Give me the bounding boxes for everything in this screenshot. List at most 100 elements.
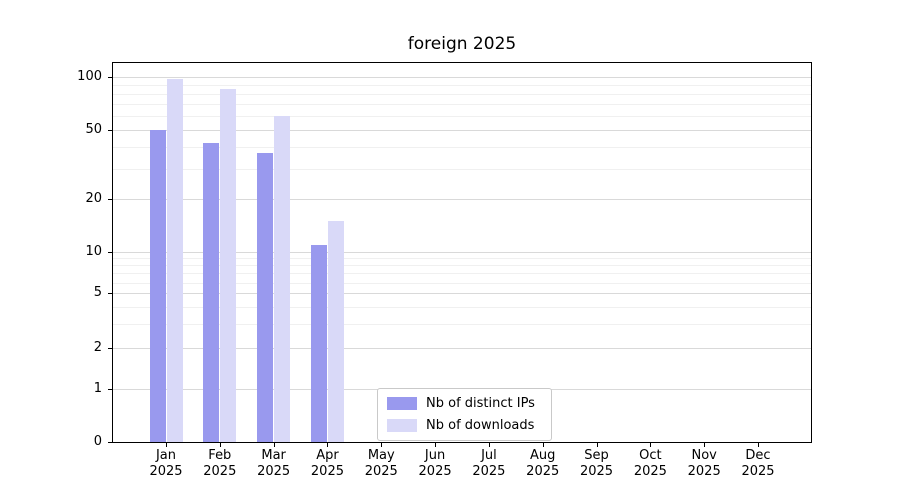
x-tick-mark	[327, 443, 329, 447]
x-tick-month: Apr	[316, 448, 339, 463]
minor-gridline	[113, 85, 811, 87]
x-tick-year: 2025	[687, 464, 721, 479]
x-tick-mark	[542, 443, 544, 447]
y-tick-mark	[108, 252, 112, 254]
major-gridline	[113, 129, 811, 131]
bar-downloads	[274, 115, 291, 442]
x-tick-mark	[488, 443, 490, 447]
x-tick-year: 2025	[203, 464, 237, 479]
major-gridline	[113, 348, 811, 350]
minor-gridline	[113, 93, 811, 95]
legend-swatch	[387, 419, 417, 432]
y-tick-label: 20	[85, 191, 102, 207]
x-tick-label: Sep 2025	[567, 448, 627, 480]
x-tick-month: Feb	[208, 448, 232, 463]
major-gridline	[113, 199, 811, 201]
minor-gridline	[113, 258, 811, 260]
bar-distinct-ips	[310, 244, 327, 442]
legend-item: Nb of downloads	[387, 418, 535, 433]
x-tick-mark	[650, 443, 652, 447]
x-tick-label: Jul 2025	[459, 448, 519, 480]
legend-item: Nb of distinct IPs	[387, 396, 535, 411]
legend: Nb of distinct IPs Nb of downloads	[377, 388, 552, 441]
x-tick-label: Aug 2025	[513, 448, 573, 480]
y-tick-label: 10	[85, 244, 102, 260]
y-tick-mark	[108, 389, 112, 391]
x-tick-mark	[219, 443, 221, 447]
bar-distinct-ips	[149, 129, 166, 442]
x-tick-mark	[273, 443, 275, 447]
x-tick-year: 2025	[257, 464, 291, 479]
x-tick-year: 2025	[310, 464, 344, 479]
minor-gridline	[113, 306, 811, 308]
x-tick-month: May	[367, 448, 395, 463]
x-tick-mark	[758, 443, 759, 447]
minor-gridline	[113, 104, 811, 106]
minor-gridline	[113, 273, 811, 275]
y-tick-label: 1	[93, 381, 102, 397]
x-tick-mark	[166, 443, 167, 447]
x-tick-month: Dec	[745, 448, 771, 463]
y-tick-mark	[108, 293, 112, 295]
x-tick-label: Feb 2025	[190, 448, 250, 480]
x-tick-label: Oct 2025	[620, 448, 680, 480]
x-tick-month: Mar	[261, 448, 286, 463]
minor-gridline	[113, 282, 811, 284]
chart-title: foreign 2025	[407, 34, 517, 54]
x-tick-month: Jan	[155, 448, 177, 463]
minor-gridline	[113, 265, 811, 267]
x-tick-label: Jun 2025	[405, 448, 465, 480]
x-tick-year: 2025	[579, 464, 614, 479]
major-gridline	[113, 293, 811, 295]
legend-label: Nb of distinct IPs	[426, 396, 535, 411]
x-tick-label: Mar 2025	[244, 448, 304, 480]
x-tick-year: 2025	[149, 464, 183, 479]
legend-label: Nb of downloads	[426, 418, 535, 433]
x-tick-month: Jun	[424, 448, 446, 463]
x-tick-year: 2025	[364, 464, 398, 479]
x-tick-label: May 2025	[351, 448, 411, 480]
plot-area	[112, 62, 812, 443]
x-tick-label: Jan 2025	[136, 448, 196, 480]
x-tick-mark	[435, 443, 437, 447]
y-tick-label: 5	[93, 285, 102, 301]
x-tick-year: 2025	[418, 464, 452, 479]
x-tick-year: 2025	[472, 464, 506, 479]
x-tick-month: Jul	[481, 448, 497, 463]
x-tick-label: Nov 2025	[674, 448, 734, 480]
y-tick-mark	[108, 129, 112, 131]
bar-downloads	[166, 79, 183, 442]
x-tick-month: Sep	[584, 448, 609, 463]
x-tick-year: 2025	[633, 464, 667, 479]
y-tick-mark	[108, 199, 112, 201]
x-tick-month: Oct	[639, 448, 662, 463]
x-tick-month: Nov	[691, 448, 717, 463]
bar-distinct-ips	[203, 143, 220, 442]
y-tick-mark	[108, 77, 112, 79]
y-tick-label: 2	[93, 340, 102, 356]
minor-gridline	[113, 115, 811, 117]
x-tick-label: Dec 2025	[728, 448, 788, 480]
y-tick-label: 50	[85, 121, 102, 137]
bar-downloads	[220, 89, 237, 442]
minor-gridline	[113, 146, 811, 148]
x-tick-year: 2025	[741, 464, 775, 479]
x-tick-month: Aug	[530, 448, 556, 463]
y-tick-label: 0	[93, 434, 102, 449]
minor-gridline	[113, 323, 811, 325]
x-tick-mark	[704, 443, 706, 447]
x-tick-mark	[381, 443, 383, 447]
x-tick-mark	[596, 443, 598, 447]
bar-distinct-ips	[257, 152, 274, 442]
y-tick-label: 100	[77, 69, 102, 85]
minor-gridline	[113, 168, 811, 170]
legend-swatch	[387, 397, 417, 410]
major-gridline	[113, 252, 811, 254]
y-tick-mark	[108, 348, 112, 350]
x-tick-year: 2025	[526, 464, 560, 479]
bar-downloads	[327, 221, 344, 442]
y-tick-mark	[108, 442, 112, 443]
major-gridline	[113, 77, 811, 79]
x-tick-label: Apr 2025	[297, 448, 357, 480]
